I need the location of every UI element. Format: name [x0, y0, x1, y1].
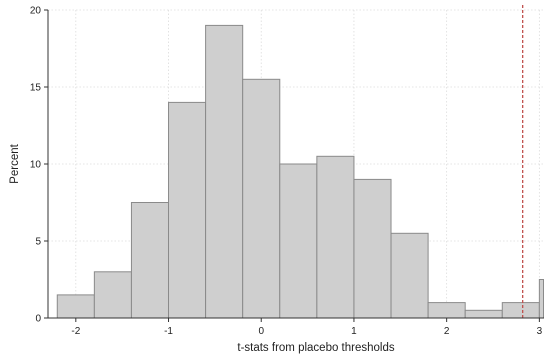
- y-tick-label-10: 10: [30, 160, 42, 171]
- histogram-bar-10: [427, 302, 466, 319]
- histogram-bar-7: [316, 155, 355, 319]
- x-tick-label--2: -2: [71, 326, 80, 337]
- histogram-bar-3: [168, 101, 207, 319]
- histogram-bar-2: [130, 202, 170, 319]
- x-tick-label-1: 1: [351, 326, 357, 337]
- bars: [56, 24, 544, 319]
- x-tick-label-2: 2: [444, 326, 450, 337]
- x-axis-title: t-stats from placebo thresholds: [237, 342, 394, 354]
- y-tick-label-20: 20: [30, 6, 42, 17]
- x-tick-label--1: -1: [164, 326, 173, 337]
- x-tick-label-0: 0: [258, 326, 264, 337]
- y-tick-label-15: 15: [30, 83, 42, 94]
- y-tick-label-5: 5: [35, 237, 41, 248]
- axes: [44, 9, 544, 322]
- histogram-bar-5: [242, 78, 281, 319]
- histogram-bar-13: [538, 279, 544, 319]
- histogram-bar-12: [501, 302, 540, 319]
- x-tick-label-3: 3: [537, 326, 543, 337]
- histogram-bar-9: [390, 232, 429, 319]
- y-axis-title: Percent: [9, 143, 21, 183]
- histogram-bar-11: [464, 309, 503, 319]
- histogram-bar-8: [353, 178, 392, 319]
- histogram-bar-1: [93, 271, 132, 319]
- y-tick-label-0: 0: [35, 314, 41, 325]
- histogram-bar-6: [279, 163, 318, 319]
- histogram-bar-0: [56, 294, 95, 319]
- histogram-bar-4: [205, 24, 244, 319]
- tick-labels: 0 5 10 15 20 -2 -1 0 1 2 3: [30, 6, 543, 338]
